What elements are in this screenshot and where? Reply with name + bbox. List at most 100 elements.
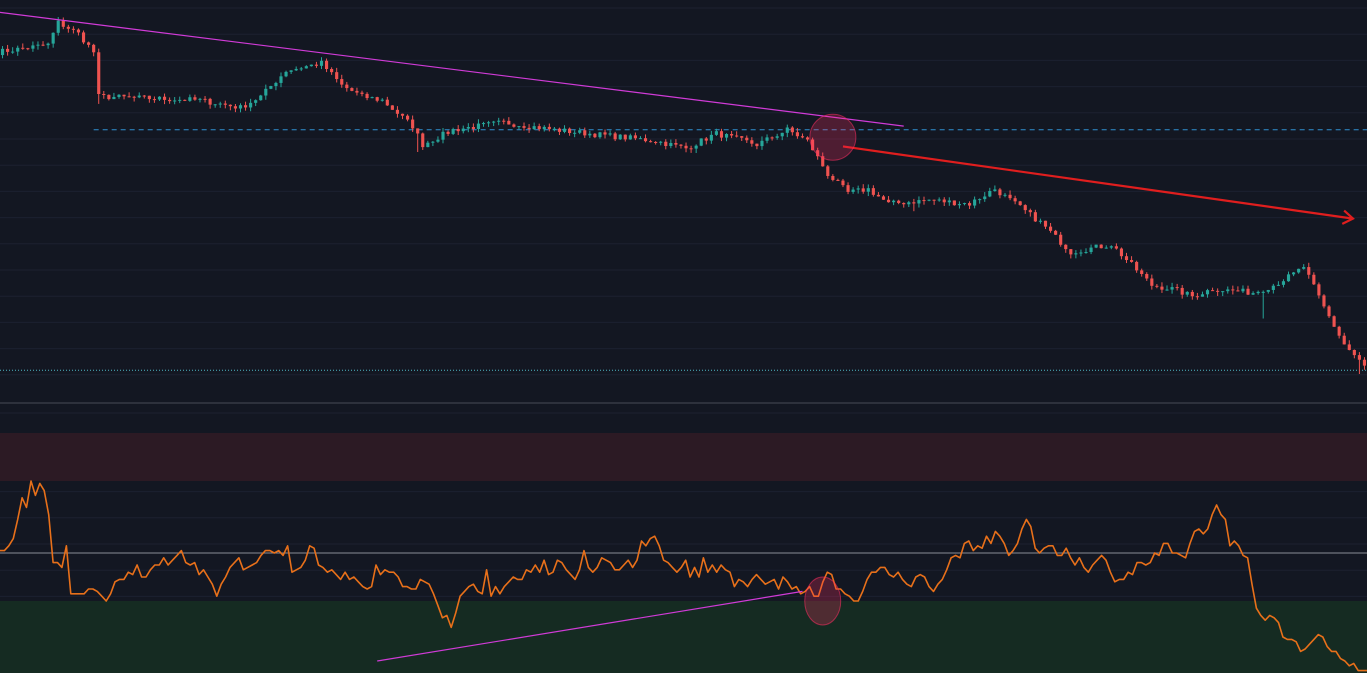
candle-body: [1043, 220, 1048, 227]
candle: [46, 42, 50, 49]
candle: [426, 140, 430, 148]
candle: [973, 196, 977, 209]
candle-body: [871, 188, 875, 195]
candle: [937, 197, 941, 202]
candle: [71, 26, 75, 34]
candle: [861, 184, 865, 194]
candle-body: [421, 133, 425, 148]
candle: [441, 127, 445, 144]
candle: [1241, 285, 1245, 293]
candle: [446, 130, 450, 136]
candle: [547, 123, 551, 132]
candle-body: [350, 88, 354, 91]
candle: [107, 94, 111, 101]
candle: [487, 120, 491, 127]
candle: [213, 104, 217, 108]
candle: [623, 134, 627, 142]
candle-body: [279, 76, 283, 83]
candle-body: [719, 131, 724, 138]
candle-body: [56, 20, 60, 33]
candle-body: [1165, 289, 1169, 291]
candle: [188, 94, 192, 102]
price-grid: [0, 7, 1367, 376]
candle: [249, 98, 253, 112]
candle: [274, 81, 278, 91]
candle: [765, 134, 769, 144]
candle: [66, 24, 70, 33]
candle: [1003, 192, 1007, 198]
candle-body: [441, 131, 445, 140]
candle-body: [218, 103, 222, 105]
candle-body: [1180, 287, 1184, 295]
candle: [588, 130, 592, 138]
candle: [264, 84, 268, 100]
candle: [628, 133, 632, 140]
candle: [0, 46, 5, 59]
candle-body: [1347, 344, 1351, 350]
candle-body: [1357, 355, 1361, 360]
candle: [1322, 294, 1326, 309]
candle-body: [152, 99, 156, 101]
candle-body: [1140, 270, 1144, 274]
price-highlight-ellipse[interactable]: [809, 113, 857, 161]
arrow-shaft: [842, 145, 1354, 220]
candle: [724, 133, 729, 142]
candle: [238, 103, 243, 113]
candle-body: [1155, 285, 1159, 287]
candle-body: [107, 94, 111, 100]
candle-body: [1064, 244, 1068, 250]
candle-body: [1200, 294, 1205, 297]
candle: [1302, 264, 1306, 270]
candle: [1236, 286, 1240, 292]
candle-body: [998, 189, 1002, 196]
candle-body: [193, 97, 197, 100]
candle-body: [117, 94, 121, 97]
candle-body: [1292, 272, 1296, 275]
price-trendline[interactable]: [0, 11, 904, 127]
candle-body: [299, 68, 303, 70]
candle-body: [881, 196, 886, 200]
candle-body: [269, 86, 273, 89]
candle-body: [826, 166, 830, 176]
candle: [1337, 325, 1341, 339]
candle-body: [446, 131, 450, 134]
candle: [208, 97, 212, 109]
candle: [881, 195, 886, 200]
oscillator-trendline[interactable]: [377, 590, 803, 662]
candle: [456, 125, 460, 136]
candle: [1094, 244, 1098, 249]
candle: [228, 104, 232, 111]
candle-body: [1135, 261, 1139, 271]
candle-body: [71, 28, 75, 30]
candle: [254, 99, 258, 107]
candle: [689, 145, 693, 153]
candle-body: [178, 99, 182, 101]
candle-body: [1271, 285, 1275, 290]
candle: [1074, 250, 1078, 259]
candle: [957, 201, 962, 209]
candle: [805, 136, 810, 142]
candle-body: [1033, 212, 1037, 222]
projection-arrow[interactable]: [842, 145, 1355, 225]
candle: [527, 124, 531, 133]
candle: [243, 101, 248, 111]
candle: [917, 196, 921, 208]
candle: [730, 130, 734, 139]
oscillator-highlight-ellipse[interactable]: [804, 576, 842, 626]
candle-body: [603, 132, 607, 135]
candle: [1190, 289, 1194, 300]
candle: [87, 41, 91, 48]
candle-body: [552, 128, 556, 130]
oscillator-line: [0, 480, 1367, 672]
candle-body: [1175, 287, 1179, 289]
candle: [568, 127, 572, 136]
candle: [1104, 245, 1108, 249]
candle-body: [122, 94, 126, 97]
candle: [127, 92, 131, 98]
candle: [532, 122, 536, 130]
candle-body: [608, 133, 612, 135]
candle-body: [173, 100, 177, 102]
candle-body: [709, 134, 713, 141]
